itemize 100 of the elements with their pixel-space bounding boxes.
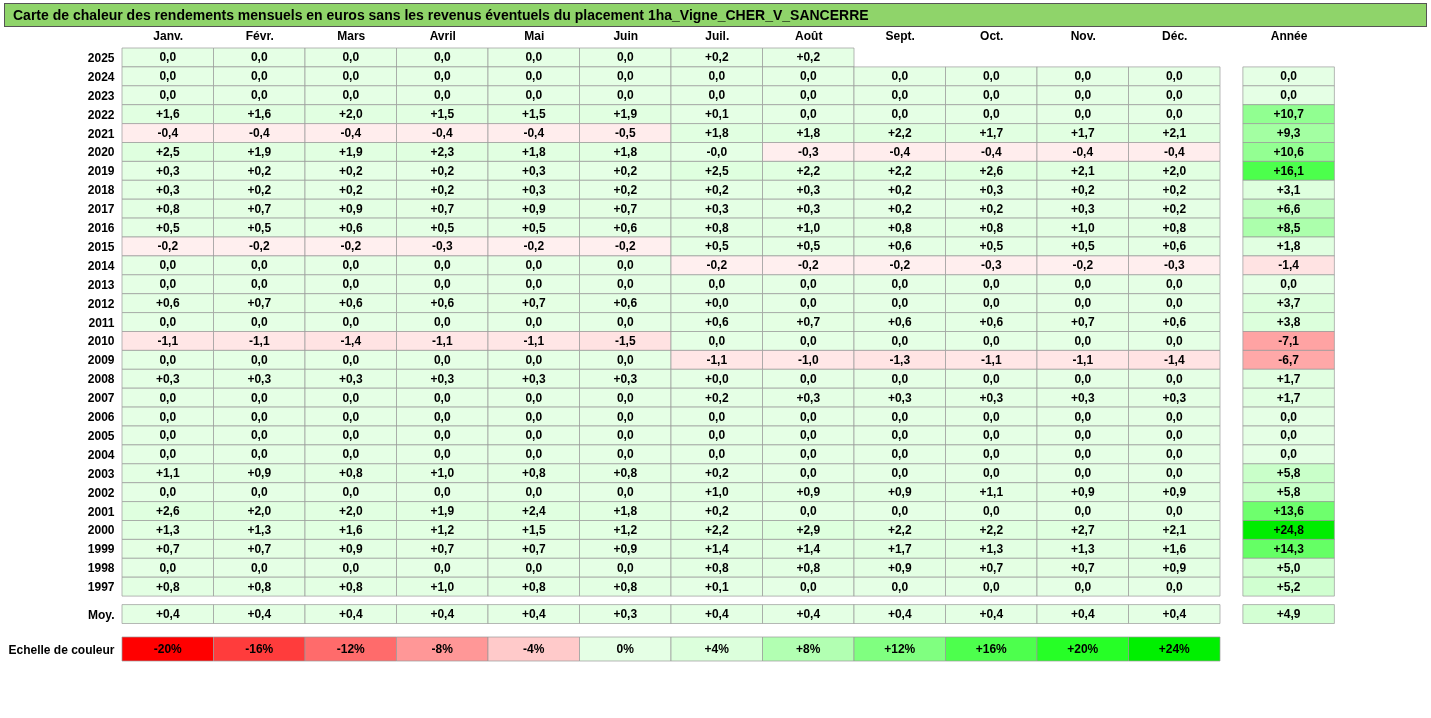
data-label: +0,2 <box>704 390 729 405</box>
y-tick-label: Moy. <box>88 607 115 622</box>
data-label: +2,2 <box>887 126 912 141</box>
data-label: 0,0 <box>250 428 268 443</box>
data-label: -1,4 <box>340 333 362 348</box>
data-label: +1,2 <box>613 522 638 537</box>
data-label: 0,0 <box>799 466 817 481</box>
data-label: 0,0 <box>525 277 543 292</box>
data-label: 0,0 <box>342 315 360 330</box>
data-label: -0,4 <box>157 126 179 141</box>
y-tick-label: 2007 <box>87 391 115 406</box>
data-label: -0,0 <box>706 144 728 159</box>
data-label: +0,8 <box>155 201 180 216</box>
data-label: +2,1 <box>1070 163 1095 178</box>
data-label: 0,0 <box>982 88 1000 103</box>
data-label: +0,9 <box>796 485 821 500</box>
data-label: 0,0 <box>342 69 360 84</box>
data-label: +0,4 <box>338 607 363 622</box>
data-label: +0,7 <box>247 541 272 556</box>
y-tick-label: 2010 <box>87 334 115 349</box>
data-label: 0,0 <box>891 107 909 122</box>
data-label: +1,0 <box>1070 220 1095 235</box>
data-label: 0,0 <box>1280 69 1298 84</box>
data-label: +5,8 <box>1276 466 1301 481</box>
data-label: -1,1 <box>431 333 453 348</box>
data-label: +0,9 <box>1162 560 1187 575</box>
x-tick-label: Janv. <box>153 28 184 43</box>
data-label: +0,3 <box>155 163 180 178</box>
data-label: +0,4 <box>430 607 455 622</box>
data-label: 0,0 <box>982 69 1000 84</box>
data-label: 0,0 <box>799 88 817 103</box>
data-label: +0,9 <box>887 560 912 575</box>
data-label: 0,0 <box>1074 88 1092 103</box>
data-label: 0,0 <box>342 390 360 405</box>
data-label: +1,9 <box>247 144 272 159</box>
data-label: 0,0 <box>1074 296 1092 311</box>
data-label: +0,7 <box>796 315 821 330</box>
data-label: +0,7 <box>247 201 272 216</box>
data-label: -1,1 <box>157 333 179 348</box>
data-label: +0,4 <box>1162 607 1187 622</box>
data-label: +4,9 <box>1276 607 1301 622</box>
data-label: 0,0 <box>250 315 268 330</box>
data-label: +1,8 <box>796 126 821 141</box>
data-label: -0,2 <box>340 239 362 254</box>
data-label: 0,0 <box>159 560 177 575</box>
data-label: +0,3 <box>796 182 821 197</box>
data-label: +0,7 <box>613 201 638 216</box>
y-tick-label: 2002 <box>87 485 115 500</box>
data-label: 0,0 <box>250 409 268 424</box>
data-label: +0,6 <box>430 296 455 311</box>
data-label: 0,0 <box>799 333 817 348</box>
data-label: +1,9 <box>338 144 363 159</box>
data-label: +0,7 <box>979 560 1004 575</box>
data-label: +0,4 <box>521 607 546 622</box>
data-label: 0,0 <box>159 88 177 103</box>
data-label: 0,0 <box>1074 69 1092 84</box>
data-label: 0,0 <box>525 485 543 500</box>
data-label: +0,6 <box>887 315 912 330</box>
data-label: 0,0 <box>616 69 634 84</box>
data-label: +0,2 <box>887 201 912 216</box>
data-label: 0,0 <box>1074 428 1092 443</box>
data-label: 0% <box>616 642 635 656</box>
data-label: 0,0 <box>1280 428 1298 443</box>
data-label: +0,4 <box>155 607 180 622</box>
data-label: 0,0 <box>708 88 726 103</box>
data-label: +0,2 <box>613 182 638 197</box>
data-label: -20% <box>153 642 183 656</box>
y-tick-label: 1999 <box>87 542 115 557</box>
x-tick-label: Juil. <box>705 28 730 43</box>
data-label: +0,7 <box>521 541 546 556</box>
data-label: 0,0 <box>433 428 451 443</box>
data-label: +0,2 <box>704 504 729 519</box>
data-label: -6,7 <box>1278 352 1300 367</box>
data-label: +3,8 <box>1276 315 1301 330</box>
data-label: -0,2 <box>797 258 819 273</box>
data-label: -1,1 <box>1072 352 1094 367</box>
data-label: +0,6 <box>979 315 1004 330</box>
data-label: +0,8 <box>155 579 180 594</box>
data-label: +2,6 <box>979 163 1004 178</box>
data-label: 0,0 <box>891 447 909 462</box>
data-label: +14,3 <box>1273 541 1305 556</box>
data-label: 0,0 <box>891 409 909 424</box>
data-label: 0,0 <box>159 277 177 292</box>
data-label: +0,3 <box>155 371 180 386</box>
data-label: +0,6 <box>338 296 363 311</box>
data-label: +0,8 <box>521 579 546 594</box>
data-label: 0,0 <box>1074 333 1092 348</box>
data-label: +20% <box>1067 642 1099 656</box>
data-label: -8% <box>431 642 454 656</box>
data-label: +0,5 <box>247 220 272 235</box>
data-label: +10,6 <box>1273 144 1305 159</box>
data-label: 0,0 <box>799 504 817 519</box>
data-label: 0,0 <box>616 409 634 424</box>
data-label: +0,6 <box>887 239 912 254</box>
data-label: +1,4 <box>796 541 821 556</box>
data-label: +2,0 <box>338 107 363 122</box>
data-label: 0,0 <box>433 560 451 575</box>
data-label: 0,0 <box>342 560 360 575</box>
data-label: +1,1 <box>155 466 180 481</box>
data-label: 0,0 <box>1165 409 1183 424</box>
